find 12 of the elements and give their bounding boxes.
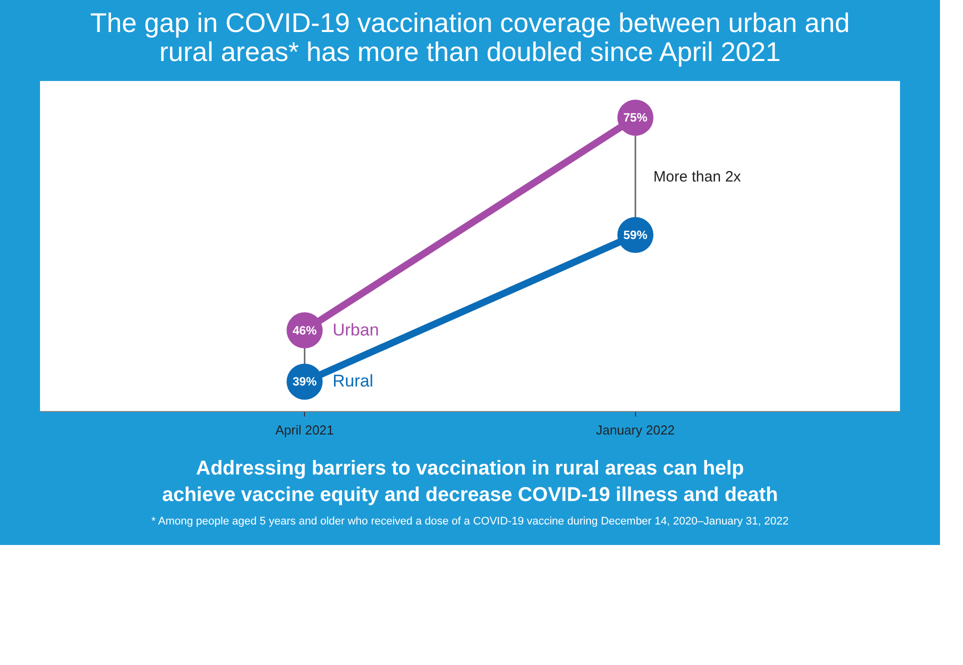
x-tick-label: April 2021 — [275, 422, 334, 438]
text: Addressing barriers to vaccination in rural areas can help achieve vaccine equity and decrease COVID-19 illness and death — [162, 457, 778, 506]
chart-title: The gap in COVID-19 vaccination coverage between urban and rural areas* has more than doubled since April 2021 — [90, 8, 850, 67]
data-label: 59% — [623, 228, 648, 242]
x-tick-label: January 2022 — [596, 422, 675, 438]
annotation: More than 2x — [653, 168, 742, 186]
data-label: 75% — [623, 110, 648, 125]
series-label: Urban — [332, 320, 379, 340]
series-label: Rural — [332, 372, 374, 391]
data-label: 46% — [292, 323, 317, 338]
text: * Among people aged 5 years and older who received a dose of a COVID-19 vaccine during December 14, 2020–January 31, 2022 — [151, 516, 789, 528]
data-label: 39% — [292, 374, 317, 389]
